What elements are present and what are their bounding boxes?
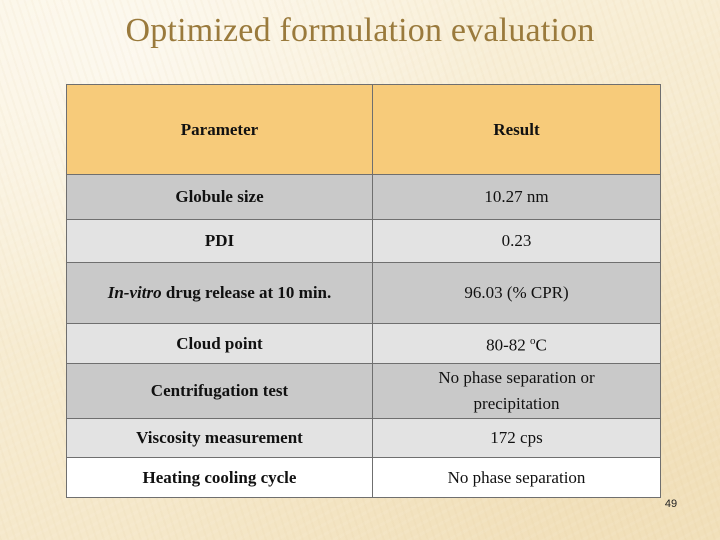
result-unit: C [535,335,547,355]
result-line: precipitation [473,394,560,413]
param-text: drug release at 10 min. [161,283,332,302]
table-row: Cloud point 80-82 oC [66,323,661,364]
table-row: In-vitro drug release at 10 min. 96.03 (… [66,262,661,324]
param-italic-text: In-vitro [107,283,162,302]
table-row: PDI 0.23 [66,219,661,263]
evaluation-table: Parameter Result Globule size 10.27 nm P… [66,84,661,498]
param-cell: In-vitro drug release at 10 min. [66,262,373,324]
page-number: 49 [664,498,678,510]
degree-symbol: o [530,335,536,348]
param-cell: Centrifugation test [66,363,373,419]
param-cell: Cloud point [66,323,373,364]
result-cell: 96.03 (% CPR) [372,262,661,324]
table-row: Heating cooling cycle No phase separatio… [66,457,661,498]
result-value: 80-82 [486,335,531,355]
header-result: Result [372,84,661,175]
slide-title: Optimized formulation evaluation [125,12,595,49]
header-parameter: Parameter [66,84,373,175]
result-cell: 0.23 [372,219,661,263]
table-row: Centrifugation test No phase separation … [66,363,661,419]
table-row: Globule size 10.27 nm [66,174,661,220]
result-cell: No phase separation [372,457,661,498]
result-cell: 80-82 oC [372,323,661,364]
param-cell: Heating cooling cycle [66,457,373,498]
result-line: No phase separation or [438,368,595,387]
result-cell: 172 cps [372,418,661,458]
result-cell: No phase separation or precipitation [372,363,661,419]
param-cell: Viscosity measurement [66,418,373,458]
param-cell: Globule size [66,174,373,220]
table-row: Viscosity measurement 172 cps [66,418,661,458]
param-cell: PDI [66,219,373,263]
result-cell: 10.27 nm [372,174,661,220]
table-header-row: Parameter Result [66,84,661,175]
